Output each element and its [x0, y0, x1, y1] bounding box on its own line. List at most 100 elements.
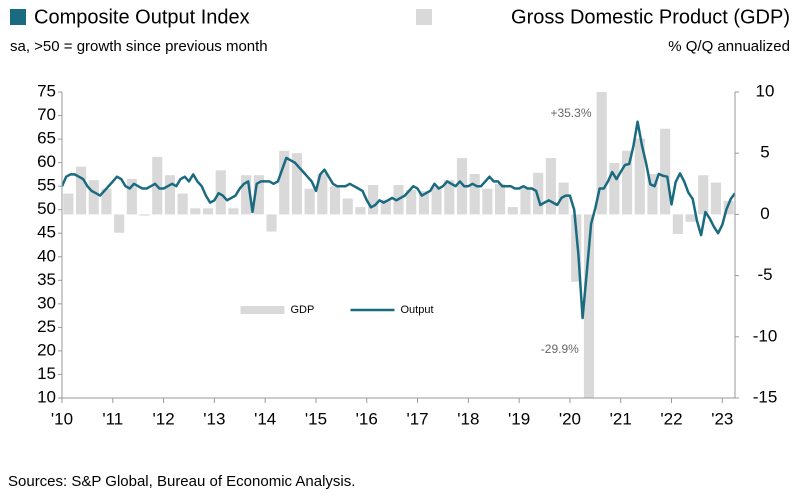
bar [647, 174, 658, 215]
y-tick-label: 70 [37, 105, 56, 124]
x-tick-label: '14 [254, 409, 276, 428]
x-tick-label: '21 [610, 409, 632, 428]
bar [126, 178, 137, 215]
bar [177, 193, 188, 215]
bar [101, 188, 112, 215]
y-tick-label: 35 [37, 270, 56, 289]
bar [723, 200, 734, 215]
bar [304, 188, 315, 215]
y-tick-label: 75 [37, 81, 56, 100]
bar [672, 214, 683, 234]
bar [215, 170, 226, 215]
bar [228, 208, 239, 215]
output-line [62, 120, 735, 320]
bar [710, 182, 722, 215]
bar [317, 174, 328, 215]
y2-tick-label: -15 [753, 387, 778, 406]
bar [469, 174, 480, 215]
bar [444, 180, 455, 215]
bar [609, 162, 620, 215]
y-tick-label: 25 [37, 317, 56, 336]
bar [266, 214, 277, 232]
bar [368, 185, 379, 215]
gdp-bars [63, 92, 734, 398]
bar [685, 214, 696, 222]
x-tick-label: '18 [457, 409, 479, 428]
x-tick-label: '22 [660, 409, 682, 428]
bar [482, 188, 493, 215]
x-tick-label: '12 [153, 409, 175, 428]
x-tick-label: '10 [51, 409, 73, 428]
y2-tick-label: 10 [756, 81, 775, 100]
bar [418, 191, 429, 215]
x-tick-label: '16 [356, 409, 378, 428]
bar [88, 180, 99, 215]
y2-tick-label: -10 [753, 326, 778, 345]
bar [139, 214, 150, 216]
bar [660, 128, 671, 215]
bar [545, 158, 556, 215]
x-tick-label: '23 [711, 409, 733, 428]
bar [406, 189, 417, 215]
y2-tick-label: 5 [760, 143, 769, 162]
x-tick-label: '17 [406, 409, 428, 428]
bar [520, 187, 531, 215]
bar-value-label: -29.9% [541, 342, 579, 356]
y-tick-label: 15 [37, 364, 56, 383]
x-tick-label: '19 [508, 409, 530, 428]
bar [456, 158, 468, 215]
chart-title: Composite Output Index [34, 6, 250, 28]
y-tick-label: 55 [37, 176, 56, 195]
legend-swatch [240, 306, 285, 314]
bar [279, 150, 290, 215]
y-tick-label: 65 [37, 129, 56, 148]
bar [190, 208, 201, 215]
bar [63, 193, 74, 215]
bar [329, 186, 341, 215]
source-note: Sources: S&P Global, Bureau of Economic … [8, 473, 355, 490]
x-tick-label: '13 [203, 409, 225, 428]
bar [621, 150, 633, 215]
y-tick-label: 10 [37, 387, 56, 406]
bar-value-label: +35.3% [550, 106, 591, 120]
bar [291, 153, 302, 215]
bar [253, 175, 264, 215]
bar [355, 207, 366, 215]
bar [202, 208, 214, 215]
bar [698, 175, 709, 215]
bar [241, 175, 252, 215]
legend-label: GDP [291, 304, 315, 316]
y-tick-label: 30 [37, 293, 56, 312]
bar [342, 198, 353, 215]
bar [583, 214, 595, 398]
bar [380, 199, 391, 215]
bar [164, 175, 176, 215]
x-tick-label: '11 [102, 409, 123, 428]
x-tick-label: '15 [305, 409, 327, 428]
bar [75, 166, 87, 215]
y-tick-label: 20 [37, 340, 56, 359]
bar [495, 183, 506, 215]
legend-label: Output [401, 304, 434, 316]
bar [507, 207, 518, 215]
y-tick-label: 40 [37, 246, 56, 265]
y-tick-label: 45 [37, 223, 56, 242]
title-swatch [10, 9, 26, 25]
bar [596, 92, 607, 215]
x-tick-label: '20 [559, 409, 581, 428]
title2-swatch [416, 9, 432, 25]
y-tick-label: 50 [37, 199, 56, 218]
chart-subtitle2: % Q/Q annualized [668, 38, 790, 55]
bar [114, 214, 125, 233]
bar [634, 138, 645, 215]
bar [558, 182, 569, 215]
bar [571, 214, 582, 282]
y-tick-label: 60 [37, 152, 56, 171]
y2-tick-label: 0 [760, 204, 769, 223]
chart-title2: Gross Domestic Product (GDP) [511, 6, 790, 28]
y2-tick-label: -5 [757, 265, 772, 284]
chart-subtitle: sa, >50 = growth since previous month [10, 38, 268, 55]
bar [431, 187, 442, 215]
